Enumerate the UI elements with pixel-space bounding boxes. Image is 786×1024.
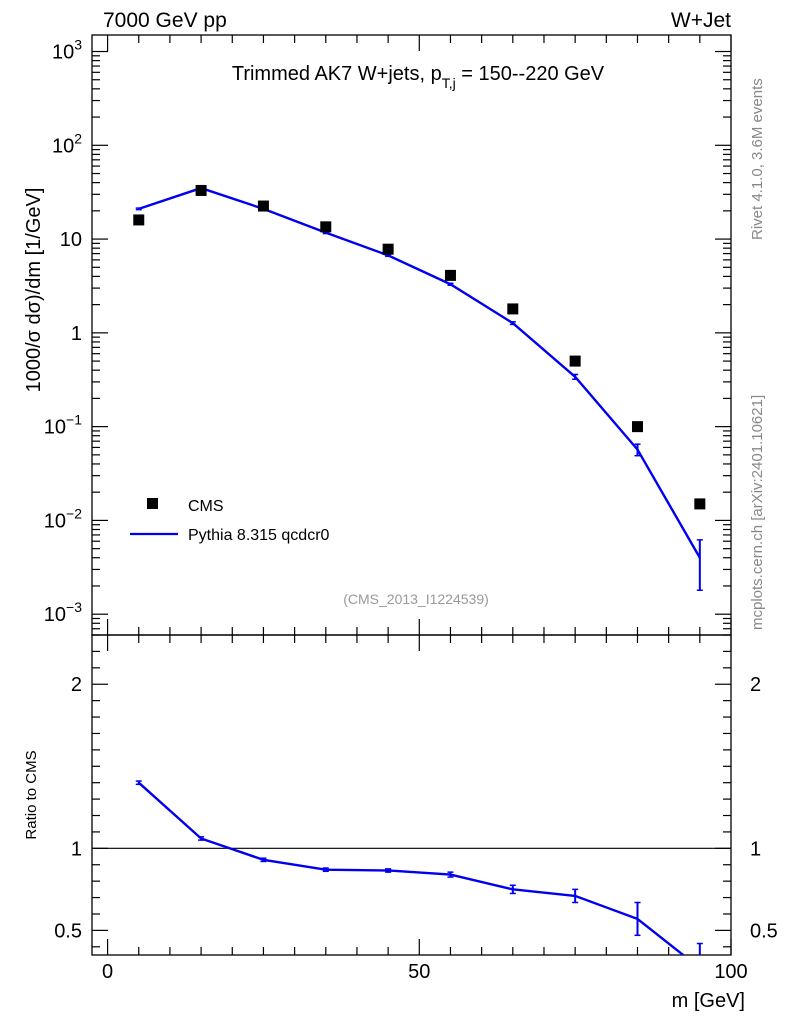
ratio-panel-frame — [91, 634, 732, 956]
main-y-tick-label: 10−3 — [44, 599, 82, 626]
pythia-curve — [138, 186, 701, 559]
legend-cms-label: CMS — [188, 498, 224, 515]
ratio-y-tick-label: 1 — [71, 838, 82, 860]
ratio-panel: 0.5 0.5 1 1 2 2 0 50 100 Ratio to CMS m [GeV] — [23, 634, 778, 1012]
cms-data-point — [444, 269, 456, 281]
ratio-y-tick-label-right: 1 — [750, 838, 761, 860]
ratio-y-tick-label-right: 2 — [750, 674, 761, 696]
ratio-y-axis-label: Ratio to CMS — [23, 750, 40, 839]
main-minor-ticks — [92, 55, 731, 636]
cms-data-point — [257, 200, 269, 212]
main-y-tick-label-base: 10 — [52, 42, 74, 64]
main-y-tick-label-exponent: −3 — [66, 599, 82, 615]
chart-title-subscript: T,j — [442, 75, 456, 91]
cms-data-point — [133, 214, 145, 226]
analysis-watermark: (CMS_2013_I1224539) — [343, 591, 489, 607]
main-y-tick-label: 102 — [52, 130, 82, 157]
cms-data-point — [569, 355, 581, 367]
chart-title-suffix: = 150--220 GeV — [456, 63, 605, 85]
main-y-tick-label-base: 10 — [52, 135, 74, 157]
main-y-tick-label-exponent: −1 — [66, 412, 82, 428]
main-y-tick-label-base: 10 — [44, 510, 66, 532]
main-y-tick-label: 103 — [52, 37, 82, 64]
cms-data-point — [320, 221, 332, 233]
main-y-tick-label-exponent: 2 — [74, 130, 82, 146]
x-tick-label: 0 — [102, 961, 113, 983]
header-left: 7000 GeV pp — [103, 9, 227, 32]
main-y-tick-label-base: 10 — [44, 604, 66, 626]
ratio-y-tick-label-right: 0.5 — [750, 920, 778, 942]
cms-data-point — [195, 184, 207, 196]
rivet-version-label: Rivet 4.1.0, 3.6M events — [749, 78, 766, 240]
ratio-minor-ticks — [92, 650, 731, 948]
header-right: W+Jet — [671, 9, 731, 32]
mcplots-label: mcplots.cern.ch [arXiv:2401.10621] — [749, 395, 766, 630]
x-tick-label: 50 — [408, 961, 430, 983]
main-y-tick-label: 10−1 — [44, 412, 82, 439]
legend-cms-marker — [147, 498, 158, 509]
ratio-series — [135, 780, 703, 955]
main-y-tick-label: 1 — [71, 323, 82, 345]
main-y-axis-label: 1000/σ dσ)/dm [1/GeV] — [23, 188, 45, 393]
main-y-tick-label: 10 — [60, 229, 82, 251]
ratio-curve — [137, 781, 686, 955]
cms-data-point — [631, 421, 643, 433]
x-axis-label: m [GeV] — [672, 990, 745, 1012]
legend: CMS Pythia 8.315 qcdcr0 — [130, 498, 330, 544]
ratio-y-tick-label: 2 — [71, 674, 82, 696]
cms-data-point — [382, 243, 394, 255]
ratio-y-tick-label: 0.5 — [54, 920, 82, 942]
main-y-tick-label-exponent: −2 — [66, 505, 82, 521]
chart-title-prefix: Trimmed AK7 W+jets, p — [232, 63, 442, 85]
ratio-y-ticks: 0.5 0.5 1 1 2 2 — [54, 674, 778, 942]
main-y-tick-label-exponent: 3 — [74, 37, 82, 53]
main-series — [133, 184, 706, 592]
ratio-x-ticks: 0 50 100 — [102, 635, 748, 983]
legend-pythia-label: Pythia 8.315 qcdcr0 — [188, 527, 330, 544]
main-panel-frame — [91, 34, 732, 636]
main-x-ticks — [106, 35, 732, 635]
main-y-tick-label: 10−2 — [44, 505, 82, 532]
cms-data-point — [694, 498, 706, 510]
cms-data-point — [507, 303, 519, 315]
main-y-tick-label-base: 10 — [44, 417, 66, 439]
x-tick-label: 100 — [714, 961, 747, 983]
chart-title: Trimmed AK7 W+jets, pT,j = 150--220 GeV — [232, 63, 605, 91]
